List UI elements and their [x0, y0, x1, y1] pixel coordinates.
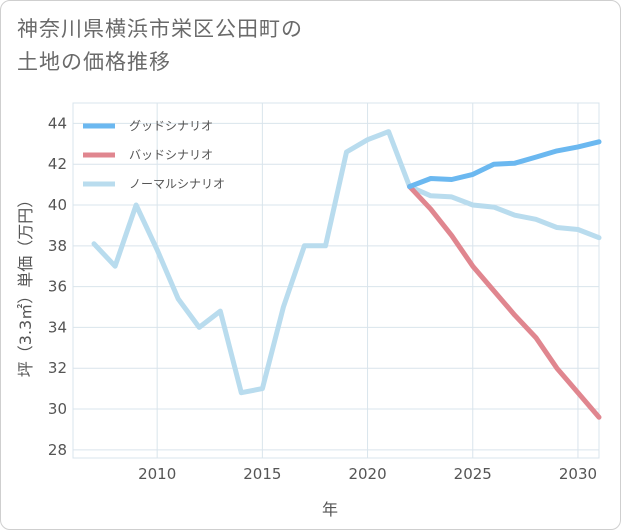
legend-label-2: バッドシナリオ — [129, 148, 213, 162]
series-line-3 — [91, 129, 602, 396]
series-line-1 — [407, 139, 602, 190]
chart-title-line-2: 土地の価格推移 — [17, 50, 171, 74]
series-line-2 — [407, 184, 602, 420]
legend-label-3: ノーマルシナリオ — [129, 177, 225, 191]
x-tick-label: 2010 — [138, 465, 176, 483]
y-tick-label: 30 — [48, 400, 67, 418]
y-tick-label: 28 — [48, 441, 67, 459]
y-tick-label: 34 — [48, 318, 67, 336]
y-axis-title: 坪（3.3㎡）単価（万円） — [16, 192, 35, 377]
x-tick-label: 2020 — [348, 465, 386, 483]
x-tick-label: 2025 — [454, 465, 492, 483]
x-tick-label: 2015 — [243, 465, 281, 483]
y-tick-label: 42 — [48, 155, 67, 173]
y-tick-label: 32 — [48, 359, 67, 377]
x-tick-label: 2030 — [559, 465, 597, 483]
chart-title-line-1: 神奈川県横浜市栄区公田町の — [17, 17, 303, 41]
y-tick-label: 38 — [48, 237, 67, 255]
x-axis-title: 年 — [322, 500, 338, 519]
chart-title: 神奈川県横浜市栄区公田町の 土地の価格推移 — [17, 13, 577, 79]
y-tick-label: 44 — [48, 114, 67, 132]
legend-label-1: グッドシナリオ — [129, 119, 213, 133]
y-tick-label: 36 — [48, 278, 67, 296]
y-tick-label: 40 — [48, 196, 67, 214]
